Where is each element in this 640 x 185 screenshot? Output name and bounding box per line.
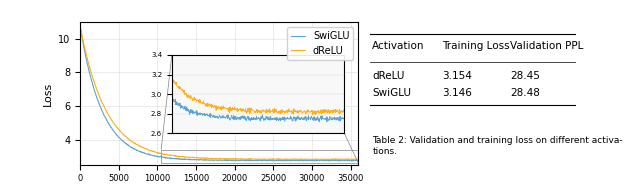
- Text: Table 2: Validation and training loss on different activa-
tions.: Table 2: Validation and training loss on…: [372, 136, 623, 156]
- Legend: SwiGLU, dReLU: SwiGLU, dReLU: [287, 27, 353, 60]
- SwiGLU: [153, 155, 161, 157]
- Text: 28.45: 28.45: [510, 71, 540, 81]
- Line: SwiGLU: SwiGLU: [80, 26, 358, 161]
- SwiGLU: [326, 160, 333, 162]
- Text: SwiGLU: SwiGLU: [372, 88, 412, 98]
- dReLU: [354, 158, 362, 160]
- dReLU: [259, 158, 267, 160]
- SwiGLU: [138, 151, 146, 154]
- Text: Validation PPL: Validation PPL: [510, 41, 584, 51]
- dReLU: [110, 122, 118, 124]
- Text: Activation: Activation: [372, 41, 425, 51]
- Text: 3.154: 3.154: [442, 71, 472, 81]
- SwiGLU: [110, 130, 118, 132]
- dReLU: [153, 151, 161, 154]
- Text: dReLU: dReLU: [372, 71, 404, 81]
- dReLU: [76, 24, 84, 27]
- Y-axis label: Loss: Loss: [42, 81, 52, 106]
- SwiGLU: [354, 159, 362, 162]
- dReLU: [251, 158, 259, 160]
- SwiGLU: [76, 24, 84, 27]
- Text: 3.146: 3.146: [442, 88, 472, 98]
- Line: dReLU: dReLU: [80, 26, 358, 160]
- SwiGLU: [251, 159, 259, 162]
- Text: 28.48: 28.48: [510, 88, 540, 98]
- SwiGLU: [259, 159, 267, 161]
- Text: Training Loss: Training Loss: [442, 41, 510, 51]
- SwiGLU: [81, 52, 89, 55]
- dReLU: [138, 146, 146, 148]
- dReLU: [81, 48, 89, 51]
- dReLU: [321, 159, 329, 161]
